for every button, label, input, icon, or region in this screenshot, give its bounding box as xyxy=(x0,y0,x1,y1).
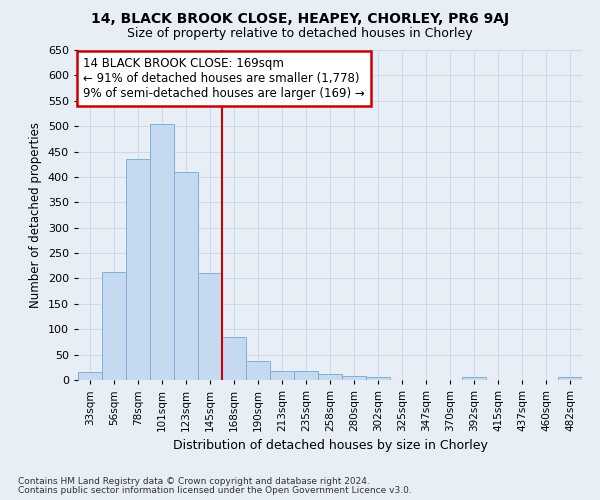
Bar xyxy=(342,376,366,380)
Text: 14, BLACK BROOK CLOSE, HEAPEY, CHORLEY, PR6 9AJ: 14, BLACK BROOK CLOSE, HEAPEY, CHORLEY, … xyxy=(91,12,509,26)
Text: Contains public sector information licensed under the Open Government Licence v3: Contains public sector information licen… xyxy=(18,486,412,495)
Bar xyxy=(198,274,222,380)
X-axis label: Distribution of detached houses by size in Chorley: Distribution of detached houses by size … xyxy=(173,440,487,452)
Y-axis label: Number of detached properties: Number of detached properties xyxy=(29,122,42,308)
Bar xyxy=(222,337,246,380)
Bar xyxy=(150,124,174,380)
Bar xyxy=(126,159,150,380)
Text: 14 BLACK BROOK CLOSE: 169sqm
← 91% of detached houses are smaller (1,778)
9% of : 14 BLACK BROOK CLOSE: 169sqm ← 91% of de… xyxy=(83,56,365,100)
Bar xyxy=(270,371,294,380)
Bar xyxy=(102,272,126,380)
Bar xyxy=(174,172,198,380)
Text: Size of property relative to detached houses in Chorley: Size of property relative to detached ho… xyxy=(127,28,473,40)
Bar xyxy=(462,378,486,380)
Bar xyxy=(558,378,582,380)
Bar xyxy=(366,378,390,380)
Bar xyxy=(294,371,318,380)
Bar xyxy=(78,372,102,380)
Bar xyxy=(246,360,270,380)
Bar xyxy=(318,374,342,380)
Text: Contains HM Land Registry data © Crown copyright and database right 2024.: Contains HM Land Registry data © Crown c… xyxy=(18,477,370,486)
